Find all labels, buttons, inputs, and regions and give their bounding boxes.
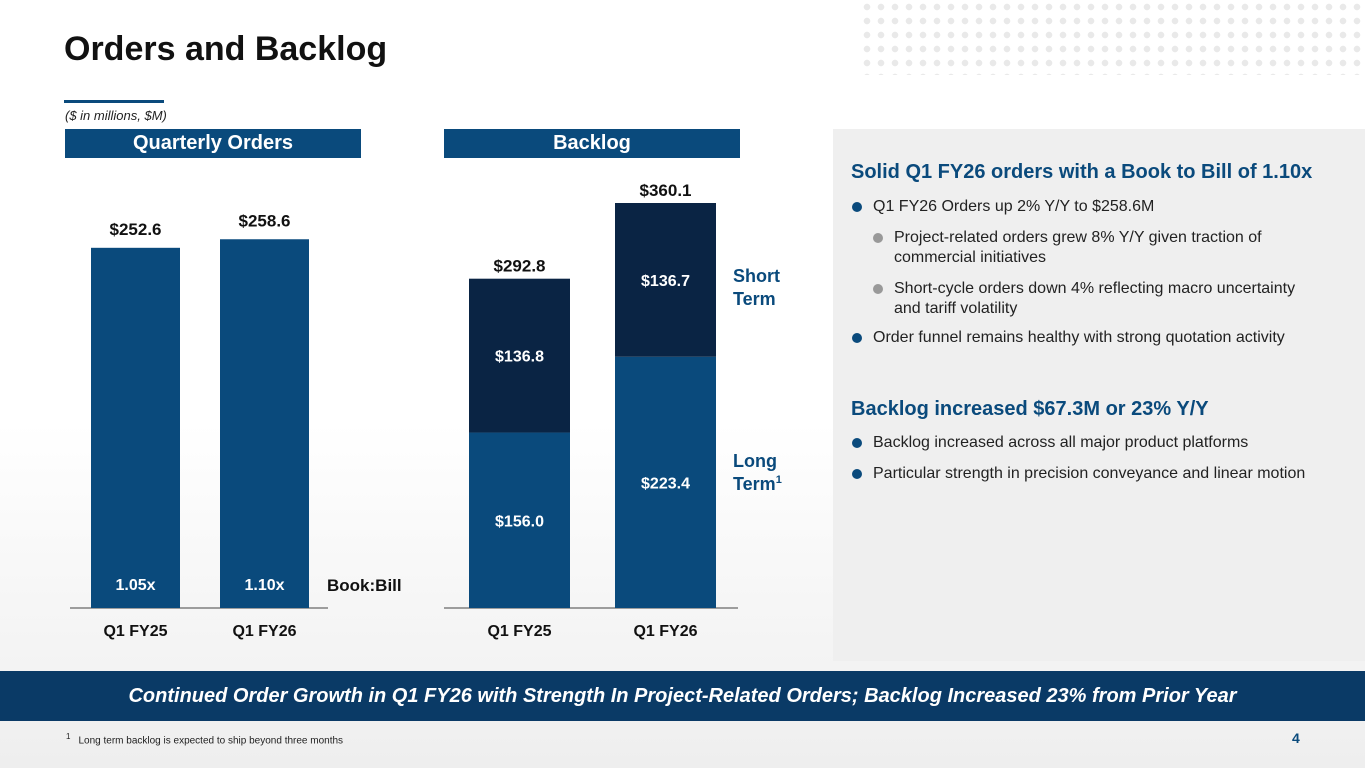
backlog-bullet: Backlog increased across all major produ… — [852, 433, 1343, 453]
backlog-total-label: $360.1 — [640, 181, 692, 200]
summary-panel — [833, 129, 1365, 661]
backlog-summary-heading: Backlog increased $67.3M or 23% Y/Y — [851, 398, 1209, 420]
orders-bullet: Q1 FY26 Orders up 2% Y/Y to $258.6M — [852, 197, 1343, 217]
legend-short-term-line2: Term — [733, 289, 776, 309]
orders-category-label: Q1 FY25 — [103, 623, 167, 640]
charts-canvas: $252.6 1.05x Q1 FY25 $258.6 1.10x Q1 FY26 Book… — [70, 181, 782, 640]
page-title: Orders and Backlog — [64, 30, 388, 68]
legend-long-term-line2: Term1 — [733, 474, 782, 494]
backlog-short-term-segment — [615, 203, 716, 357]
orders-bar — [91, 247, 180, 609]
footnote-text: Long term backlog is expected to ship be… — [78, 735, 344, 747]
orders-category-label: Q1 FY26 — [232, 623, 296, 640]
orders-sub-bullet: Project-related orders grew 8% Y/Y given… — [873, 228, 1324, 268]
footnote: 1 Long term backlog is expected to ship b… — [66, 732, 343, 746]
backlog-category-label: Q1 FY25 — [487, 623, 551, 640]
units-note: ($ in millions, $M) — [65, 108, 167, 123]
orders-bar — [220, 239, 309, 608]
orders-chart-header: Quarterly Orders — [65, 129, 361, 158]
orders-sub-bullet: Short-cycle orders down 4% reflecting ma… — [873, 279, 1324, 319]
page-number: 4 — [1292, 730, 1300, 746]
orders-summary-heading: Solid Q1 FY26 orders with a Book to Bill… — [851, 161, 1313, 183]
title-underline — [64, 100, 164, 103]
book-to-bill-label: 1.05x — [115, 577, 155, 594]
legend-long-term-line1: Long — [733, 451, 777, 471]
backlog-short-term-label: $136.8 — [495, 349, 544, 366]
backlog-long-term-label: $156.0 — [495, 513, 544, 530]
takeaway-banner: Continued Order Growth in Q1 FY26 with S… — [0, 671, 1365, 721]
backlog-long-term-segment — [469, 432, 570, 608]
decorative-dot-pattern — [860, 0, 1365, 75]
backlog-short-term-segment — [469, 278, 570, 433]
orders-value-label: $252.6 — [110, 220, 162, 239]
backlog-category-label: Q1 FY26 — [633, 623, 697, 640]
footnote-marker: 1 — [66, 732, 71, 741]
backlog-short-term-label: $136.7 — [641, 273, 690, 290]
backlog-long-term-label: $223.4 — [641, 475, 690, 492]
legend-short-term-line1: Short — [733, 266, 780, 286]
backlog-chart-header: Backlog — [444, 129, 740, 158]
book-to-bill-title: Book:Bill — [327, 576, 402, 595]
backlog-long-term-segment — [615, 356, 716, 608]
legend-footnote-marker: 1 — [776, 474, 782, 486]
orders-value-label: $258.6 — [239, 211, 291, 230]
backlog-bullet: Particular strength in precision conveya… — [852, 464, 1343, 484]
backlog-total-label: $292.8 — [494, 257, 546, 276]
orders-bullet: Order funnel remains healthy with strong… — [852, 328, 1343, 348]
book-to-bill-label: 1.10x — [244, 577, 284, 594]
